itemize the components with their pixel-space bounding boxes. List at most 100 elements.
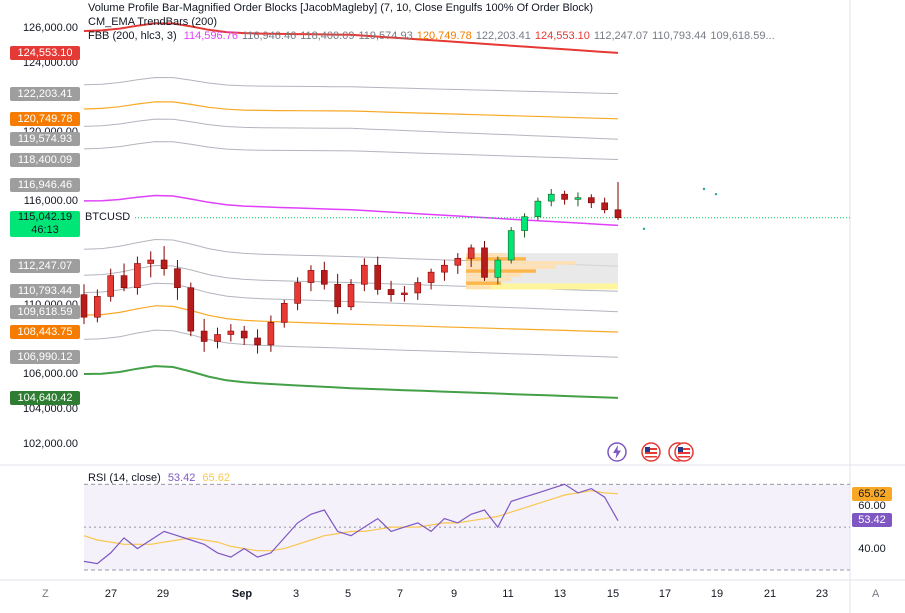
candle-body [254, 337, 261, 346]
price-level-tag: 124,553.10 [10, 45, 80, 60]
candle-body [387, 289, 395, 295]
auto-scale-left-button[interactable]: Z [42, 588, 49, 600]
us-flag-event-icon[interactable] [641, 442, 661, 462]
candle-body [147, 259, 155, 264]
fbb-value: 114,596.76 [183, 30, 238, 42]
fbb-value: 118,400.09 [300, 30, 355, 42]
fbb-indicator-legend[interactable]: FBB (200, hlc3, 3) 114,596.76 116,946.46 1… [88, 30, 775, 43]
price-level-tag: 109,618.59 [10, 304, 80, 319]
candle-body [320, 270, 328, 285]
fbb-upper-1-line [83, 118, 619, 140]
rsi-ma-value: 65.62 [202, 472, 230, 484]
fbb-value: 110,793.44 [652, 30, 707, 42]
candle-body [481, 247, 488, 278]
rsi-line [83, 483, 619, 565]
price-level-tag: 104,640.42 [10, 390, 80, 405]
candle-body [214, 334, 221, 342]
price-scale-label: 104,000.00 [22, 403, 78, 416]
time-axis-label: 9 [450, 588, 458, 600]
candle-body [134, 263, 141, 289]
time-axis-label: 15 [606, 588, 620, 600]
bar-countdown: 46:13 [31, 223, 59, 236]
price-level-tag: 122,203.41 [10, 86, 80, 101]
candle-body [107, 275, 114, 297]
fbb-upper-1618-line [83, 101, 619, 120]
price-level-tag: 108,443.75 [10, 325, 80, 340]
rsi-background-band [84, 484, 850, 570]
time-axis-label: 7 [396, 588, 404, 600]
rsi-legend[interactable]: RSI (14, close) 53.42 65.62 [88, 472, 230, 484]
auto-scale-right-button[interactable]: A [872, 588, 880, 600]
current-price-tag: 115,042.19 46:13 [10, 210, 80, 237]
candle-body [174, 268, 181, 289]
candle-body [454, 257, 462, 266]
time-axis-label: 5 [344, 588, 352, 600]
candle-body [507, 230, 515, 261]
candle-body [361, 264, 368, 285]
candle-body [441, 264, 448, 273]
price-level-tag: 106,990.12 [10, 350, 80, 365]
candle-body [187, 287, 195, 332]
time-axis-label: 3 [292, 588, 300, 600]
candle-body [574, 197, 582, 200]
marker-dot [702, 187, 706, 191]
rsi-label: RSI (14, close) [88, 472, 161, 484]
candle-body [494, 259, 502, 278]
time-axis-label: 11 [502, 588, 514, 600]
price-level-tag: 119,574.93 [10, 132, 80, 147]
price-level-tag: 116,946.46 [10, 177, 80, 192]
rsi-value-tag: 53.42 [852, 512, 892, 527]
time-axis-label: 17 [658, 588, 672, 600]
candle-body [334, 283, 341, 308]
volume-profile-bar [466, 261, 576, 265]
marker-dot [714, 192, 718, 196]
candle-body [587, 197, 595, 204]
candle-body [94, 296, 101, 318]
volume-profile-bar [466, 273, 521, 277]
candle-body [614, 209, 622, 219]
candle-body [347, 283, 355, 308]
price-level-tag: 118,400.09 [10, 152, 80, 167]
time-axis-label: 27 [104, 588, 118, 600]
fbb-lower-2-line [83, 329, 619, 358]
current-price-value: 115,042.19 [17, 210, 73, 223]
candle-body [227, 330, 235, 335]
candle-body [427, 271, 435, 283]
candle-body [307, 270, 315, 283]
candle-body [240, 330, 248, 339]
volume-profile-bar [466, 281, 501, 285]
price-scale-label: 116,000.00 [23, 195, 78, 208]
fbb-value: 119,574.93 [358, 30, 413, 42]
marker-dot [642, 227, 646, 231]
volume-profile-bar [466, 285, 491, 289]
fbb-lower-3-line [83, 365, 619, 399]
candle-body [267, 322, 275, 346]
candle-body [534, 200, 542, 218]
candle-body [160, 259, 168, 269]
candle-body [374, 264, 382, 290]
candle-body [401, 292, 408, 295]
candle-body [561, 193, 568, 200]
volume-profile-bar [466, 257, 526, 261]
lightning-event-icon[interactable] [607, 442, 627, 462]
fbb-value: 112,247.07 [593, 30, 649, 42]
order-block-bottom-band [466, 283, 618, 290]
fbb-upper-0618-line [83, 141, 619, 160]
fbb-value: 124,553.10 [534, 30, 590, 42]
rsi-scale-label: 40.00 [858, 542, 886, 555]
rsi-ma-line [83, 490, 619, 552]
order-blocks-indicator-legend[interactable]: Volume Profile Bar-Magnified Order Block… [88, 2, 594, 14]
rsi-scale-label: 60.00 [858, 499, 886, 512]
fbb-upper-2-line [83, 76, 619, 95]
us-flag-event-icon[interactable] [668, 442, 694, 462]
ema-trendbars-indicator-legend[interactable]: CM_EMA TrendBars (200) [88, 16, 217, 28]
time-axis-label: 29 [156, 588, 170, 600]
rsi-value-tag: 65.62 [852, 486, 892, 501]
candle-body [80, 294, 88, 318]
candle-body [280, 303, 288, 323]
time-axis-label: 21 [763, 588, 777, 600]
price-scale-label: 106,000.00 [22, 368, 78, 381]
fbb-basis-line [83, 194, 619, 227]
volume-profile-bar [466, 277, 511, 281]
